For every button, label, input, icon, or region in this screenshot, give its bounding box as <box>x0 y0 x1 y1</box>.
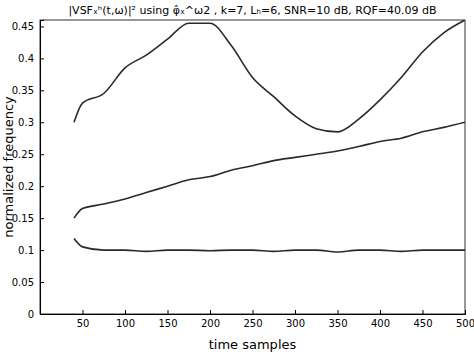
x-tick-label: 500 <box>456 318 474 329</box>
title: |VSFₓʰ(t,ω)|² using φ̂ₓ^ω2 , k=7, Lₕ=6, … <box>68 4 436 17</box>
y-tick: 0.15 <box>12 213 44 224</box>
x-tick: 350 <box>328 310 347 329</box>
chart: 50 100 150 200 250 300 350 400 450 500 0 0.05 0.1 0.1… <box>0 0 474 355</box>
x-tick-label: 150 <box>158 318 177 329</box>
plot: 50 100 150 200 250 300 350 400 450 500 0 0.05 0.1 0.1… <box>12 20 474 329</box>
y-tick-label: 0.2 <box>18 181 34 192</box>
y-tick-mark <box>40 282 44 283</box>
x-tick: 150 <box>158 310 177 329</box>
y-tick: 0.25 <box>12 149 44 160</box>
x-tick-label: 350 <box>328 318 347 329</box>
y-tick-label: 0.1 <box>18 245 34 256</box>
x-tick: 500 <box>456 310 474 329</box>
x-tick-mark <box>210 310 211 314</box>
y-tick: 0.4 <box>18 53 44 64</box>
y-tick-label: 0.45 <box>12 21 34 32</box>
y-tick-label: 0 <box>28 309 34 320</box>
x-tick: 200 <box>201 310 220 329</box>
x-tick-label: 300 <box>286 318 305 329</box>
x-tick: 450 <box>413 310 432 329</box>
y-tick: 0.45 <box>12 21 44 32</box>
y-tick: 0.3 <box>18 117 44 128</box>
y-tick-mark <box>40 218 44 219</box>
x-tick-mark <box>168 310 169 314</box>
x-tick: 250 <box>243 310 262 329</box>
y-tick: 0.1 <box>18 245 44 256</box>
y-tick-mark <box>40 26 44 27</box>
y-axis: 0 0.05 0.1 0.15 0.2 0.25 0.3 0.35 0.4 0.45 <box>12 21 44 320</box>
x-tick: 100 <box>116 310 135 329</box>
y-tick: 0 <box>28 309 44 320</box>
y-tick-mark <box>40 250 44 251</box>
series-group <box>74 20 465 252</box>
x-tick-mark <box>253 310 254 314</box>
y-tick-mark <box>40 154 44 155</box>
y-tick: 0.05 <box>12 277 44 288</box>
y-axis-line <box>41 21 45 315</box>
y-tick: 0.35 <box>12 85 44 96</box>
y-tick-mark <box>40 122 44 123</box>
y-tick: 0.2 <box>18 181 44 192</box>
x-tick-label: 100 <box>116 318 135 329</box>
y-tick-label: 0.4 <box>18 53 34 64</box>
x-tick-mark <box>338 310 339 314</box>
y-tick-label: 0.05 <box>12 277 34 288</box>
y-tick-mark <box>40 90 44 91</box>
x-tick: 400 <box>371 310 390 329</box>
x-tick-mark <box>295 310 296 314</box>
x-axis-title: time samples <box>209 337 297 352</box>
frame <box>40 20 465 314</box>
x-tick-mark <box>423 310 424 314</box>
x-tick-mark <box>125 310 126 314</box>
x-tick-label: 400 <box>371 318 390 329</box>
y-tick-label: 0.3 <box>18 117 34 128</box>
x-tick-label: 450 <box>413 318 432 329</box>
x-axis: 50 100 150 200 250 300 350 400 450 500 <box>41 310 474 329</box>
x-axis-line <box>41 310 466 315</box>
y-tick-mark <box>40 314 44 315</box>
x-tick-label: 50 <box>77 318 90 329</box>
ridge-line <box>74 122 465 218</box>
x-tick-label: 200 <box>201 318 220 329</box>
x-tick-mark <box>465 310 466 314</box>
y-tick-mark <box>40 58 44 59</box>
y-tick-label: 0.35 <box>12 85 34 96</box>
x-tick: 50 <box>77 310 90 329</box>
y-axis-title: normalized frequency <box>1 96 16 238</box>
x-tick-mark <box>380 310 381 314</box>
x-tick-mark <box>83 310 84 314</box>
x-tick-label: 250 <box>243 318 262 329</box>
x-tick: 300 <box>286 310 305 329</box>
ridge-line <box>74 239 465 252</box>
ridge-line <box>74 20 465 132</box>
y-tick-mark <box>40 186 44 187</box>
